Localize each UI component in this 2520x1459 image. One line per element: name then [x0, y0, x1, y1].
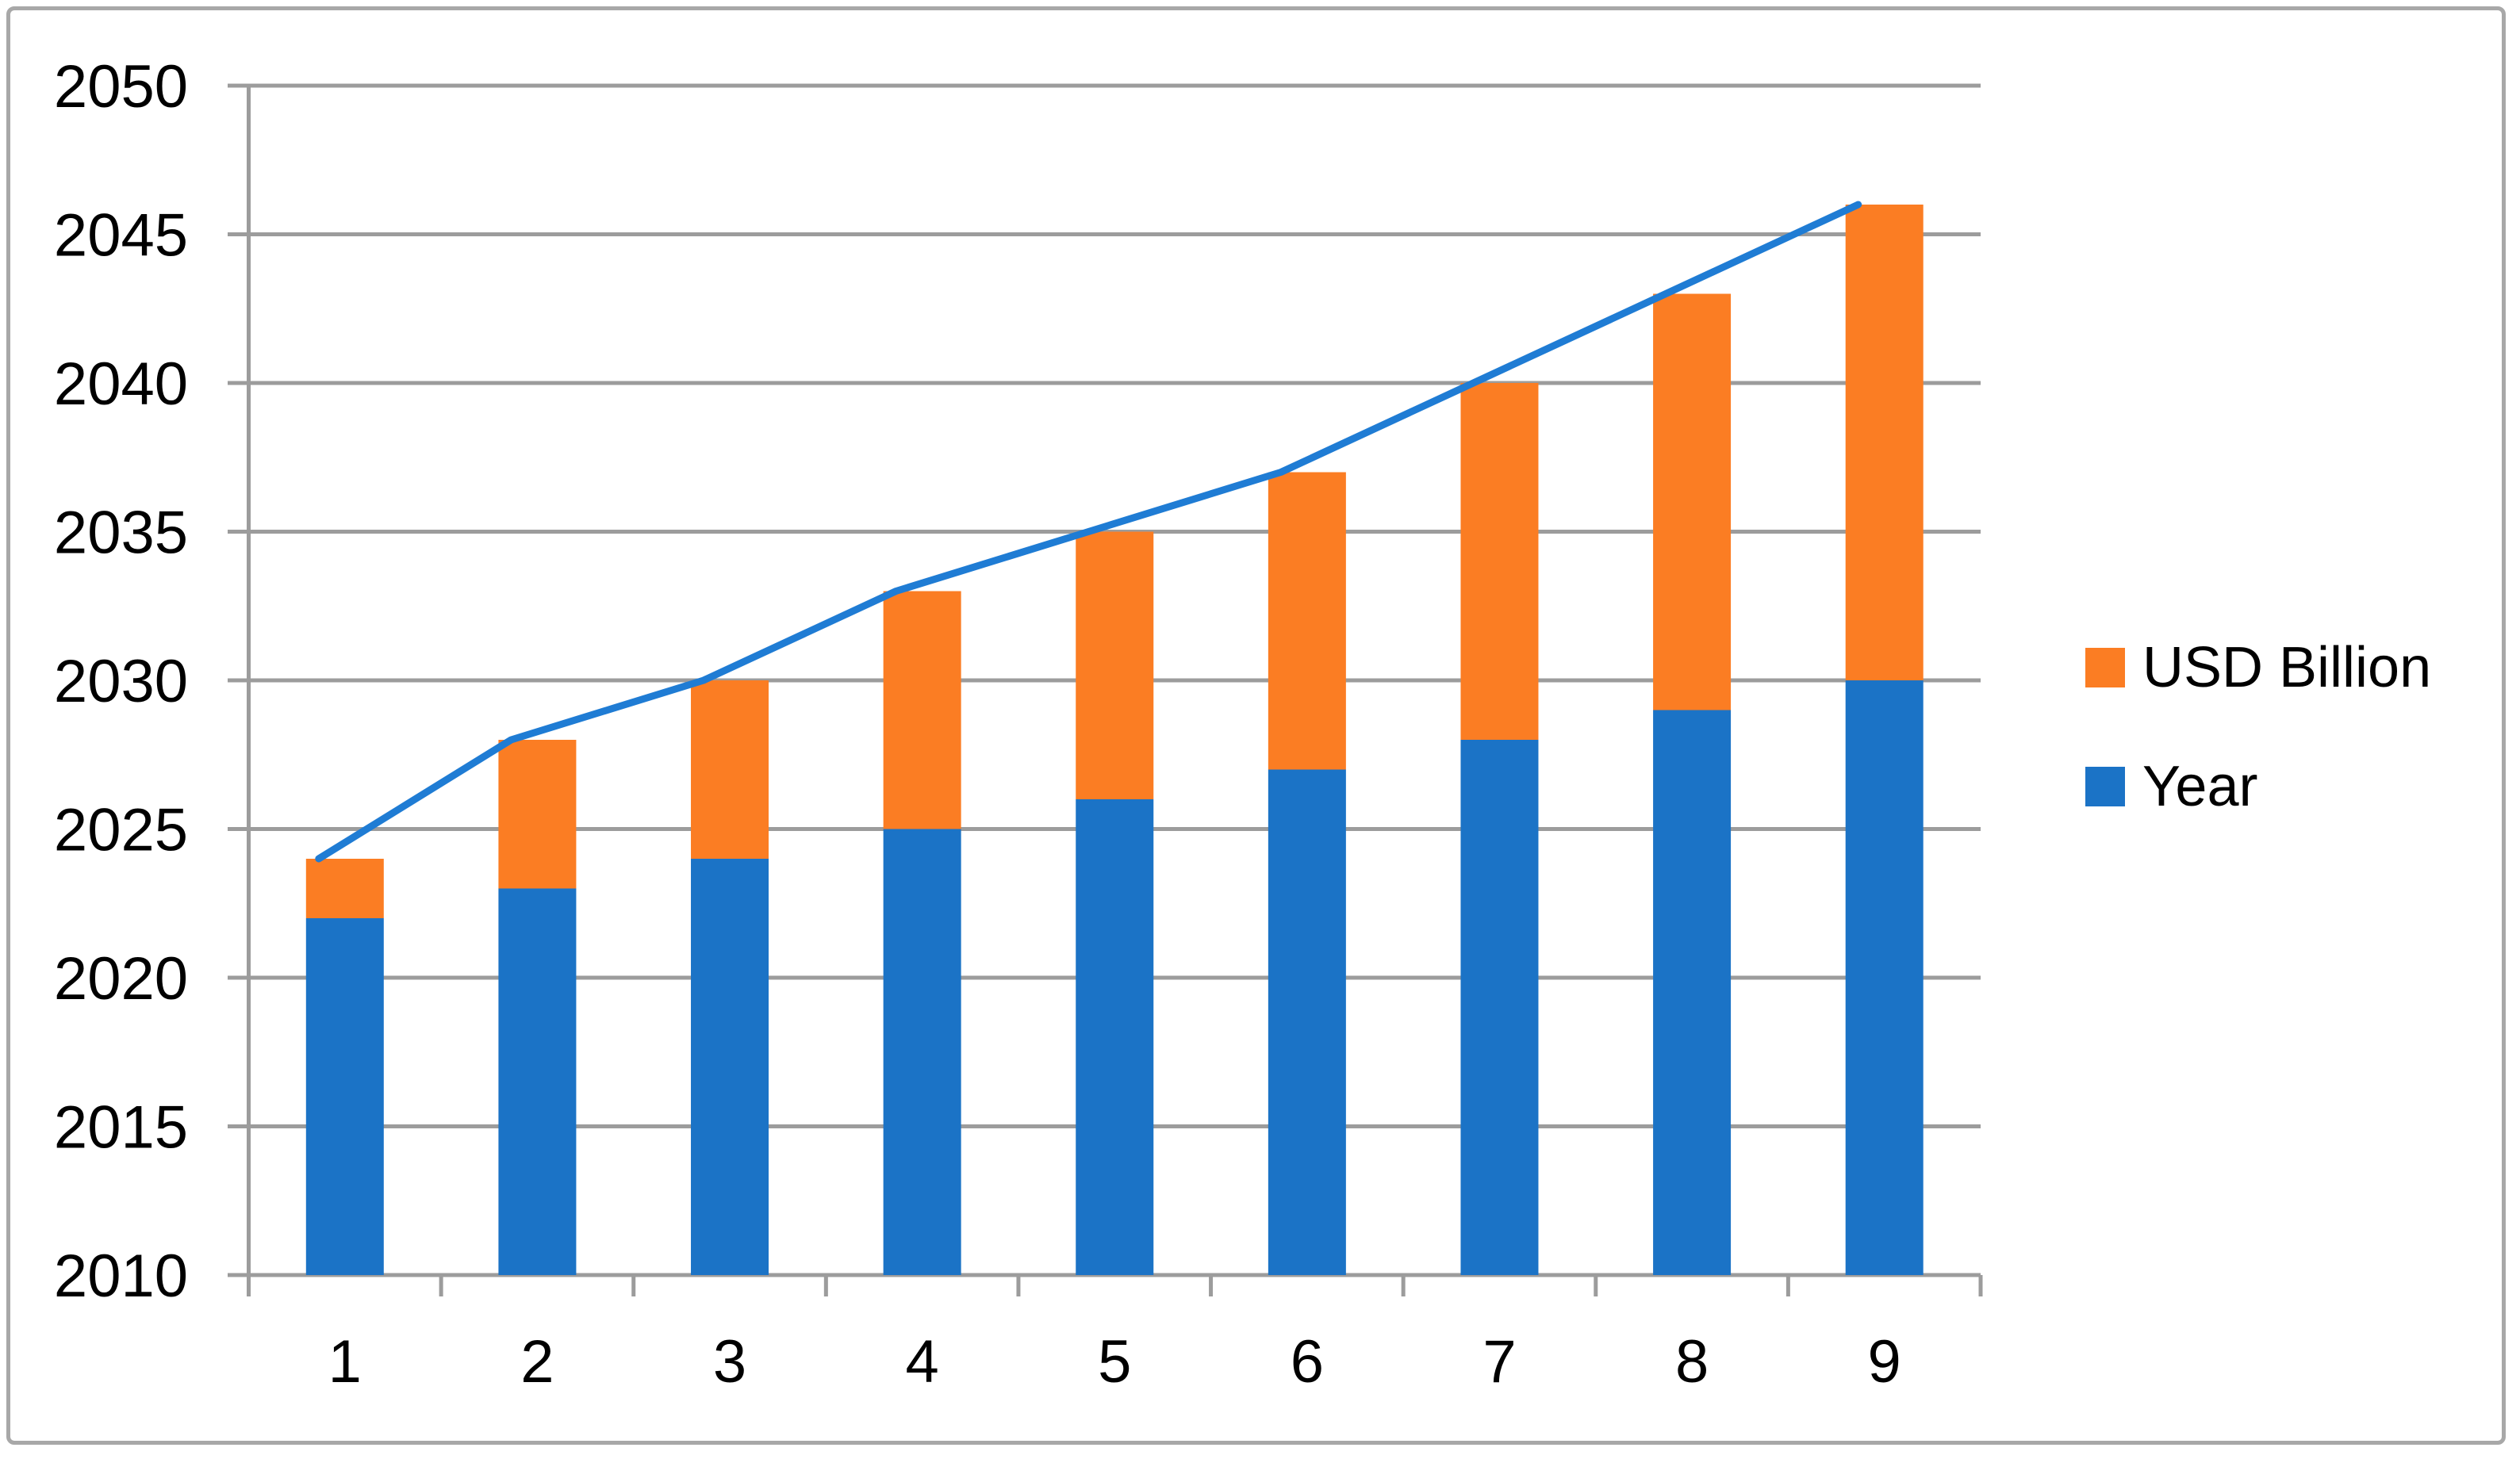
x-tick-label-2: 2 — [520, 1328, 554, 1396]
x-tick-label-3: 3 — [713, 1328, 746, 1396]
bar-year-7 — [1460, 740, 1539, 1275]
bar-year-2 — [498, 888, 577, 1275]
bar-usd-billion-4 — [883, 591, 961, 829]
bar-usd-billion-1 — [305, 859, 384, 918]
bar-year-1 — [305, 918, 384, 1275]
y-tick-label-2045: 2045 — [54, 202, 188, 270]
x-tick-label-6: 6 — [1291, 1328, 1324, 1396]
bar-usd-billion-7 — [1460, 383, 1539, 740]
bar-usd-billion-2 — [498, 740, 577, 889]
bar-usd-billion-9 — [1845, 205, 1924, 680]
legend-swatch-year — [2085, 767, 2125, 806]
axes — [247, 84, 1983, 1296]
bar-year-3 — [691, 859, 769, 1275]
y-tick-label-2025: 2025 — [54, 797, 188, 864]
x-tick-label-4: 4 — [905, 1328, 938, 1396]
legend: USD Billion Year — [2085, 636, 2432, 886]
x-tick-label-9: 9 — [1868, 1328, 1901, 1396]
bar-year-4 — [883, 829, 961, 1275]
x-tick-label-5: 5 — [1098, 1328, 1131, 1396]
bar-year-9 — [1845, 680, 1924, 1275]
legend-item-year: Year — [2085, 755, 2431, 818]
trend-line — [315, 201, 1862, 863]
y-tick-label-2010: 2010 — [54, 1243, 188, 1310]
trend-line-path — [315, 201, 1862, 863]
bar-year-5 — [1076, 799, 1154, 1275]
x-tick-label-7: 7 — [1482, 1328, 1516, 1396]
bars — [305, 205, 1924, 1275]
y-tick-label-2035: 2035 — [54, 500, 188, 567]
y-tick-label-2030: 2030 — [54, 648, 188, 715]
bar-year-6 — [1268, 769, 1346, 1275]
y-tick-label-2020: 2020 — [54, 945, 188, 1013]
bar-usd-billion-8 — [1653, 293, 1732, 710]
y-tick-label-2050: 2050 — [54, 53, 188, 121]
legend-item-usd-billion: USD Billion — [2085, 636, 2432, 699]
x-tick-label-1: 1 — [328, 1328, 362, 1396]
y-tick-label-2015: 2015 — [54, 1094, 188, 1162]
y-tick-label-2040: 2040 — [54, 350, 188, 418]
bar-year-8 — [1653, 710, 1732, 1275]
bar-usd-billion-3 — [691, 680, 769, 859]
y-axis-labels: 2010 2015 2020 2025 2030 2035 2040 2045 2050 — [54, 53, 188, 1310]
legend-label-year: Year — [2142, 755, 2258, 818]
bar-usd-billion-6 — [1268, 472, 1346, 770]
x-axis-labels: 1 2 3 4 5 6 7 8 9 — [328, 1328, 1901, 1396]
x-tick-label-8: 8 — [1675, 1328, 1709, 1396]
legend-swatch-usd-billion — [2085, 648, 2125, 687]
legend-label-usd-billion: USD Billion — [2142, 636, 2432, 699]
bar-usd-billion-5 — [1076, 531, 1154, 799]
